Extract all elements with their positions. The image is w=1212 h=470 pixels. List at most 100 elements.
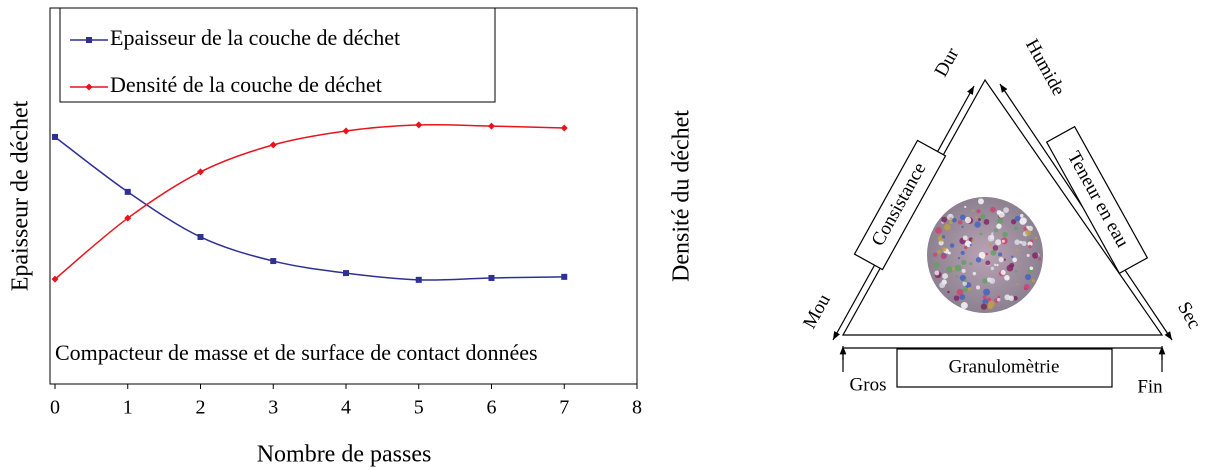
waste-speck: [997, 217, 1004, 224]
waste-speck: [1027, 238, 1030, 242]
waste-speck: [986, 297, 992, 302]
waste-speck: [963, 245, 968, 250]
waste-speck: [967, 287, 972, 291]
waste-speck: [947, 290, 950, 294]
waste-speck: [957, 256, 961, 260]
waste-speck: [1025, 229, 1031, 236]
point: [197, 168, 204, 176]
point: [270, 258, 277, 265]
waste-speck: [985, 260, 991, 266]
waste-speck: [946, 266, 953, 273]
diagram-label: Mou: [799, 290, 835, 332]
waste-speck: [949, 243, 955, 248]
waste-speck: [1032, 252, 1039, 259]
waste-speck: [955, 275, 958, 278]
waste-speck: [935, 227, 942, 234]
point: [342, 127, 350, 135]
waste-speck: [1023, 284, 1030, 291]
waste-speck: [959, 294, 966, 300]
waste-speck: [1006, 264, 1014, 272]
series-line: [54, 136, 565, 281]
legend-box: [59, 7, 496, 103]
waste-speck: [961, 225, 964, 228]
point: [124, 188, 131, 195]
waste-speck: [976, 209, 981, 214]
x-axis-label: Nombre de passes: [257, 442, 432, 468]
waste-speck: [933, 252, 938, 257]
waste-speck: [1020, 214, 1024, 218]
point: [51, 275, 59, 283]
waste-speck: [1026, 253, 1030, 258]
waste-speck: [960, 250, 965, 255]
waste-speck: [987, 300, 995, 308]
diagram-label: Gros: [850, 374, 887, 395]
point: [269, 141, 277, 149]
waste-speck: [1008, 295, 1014, 301]
waste-speck: [983, 288, 991, 296]
waste-speck: [961, 259, 967, 266]
waste-speck: [985, 252, 989, 256]
waste-speck: [953, 295, 960, 301]
waste-speck: [990, 266, 995, 271]
x-tick-label: 3: [268, 397, 278, 419]
legend-marker: [85, 83, 93, 91]
waste-speck: [975, 216, 978, 219]
waste-speck: [962, 235, 968, 241]
series-line: [54, 123, 565, 280]
waste-speck: [980, 213, 986, 220]
granulometrie-box: [896, 348, 1113, 388]
y-axis-label: Epaisseur de déchet: [8, 100, 34, 291]
waste-speck: [974, 221, 981, 228]
x-tick-label: 6: [487, 397, 497, 419]
waste-speck: [1028, 244, 1032, 249]
point: [343, 270, 349, 277]
waste-speck: [996, 240, 1001, 244]
waste-speck: [1021, 241, 1027, 247]
x-tick-label: 1: [123, 397, 133, 419]
diagram-label: Dur: [931, 44, 964, 81]
waste-speck: [964, 240, 972, 248]
waste-speck: [998, 252, 1003, 257]
waste-speck: [944, 224, 951, 231]
waste-speck: [960, 302, 968, 310]
waste-speck: [994, 228, 998, 233]
waste-speck: [1034, 236, 1038, 240]
waste-speck: [982, 278, 988, 284]
waste-speck: [956, 288, 964, 296]
legend-label: Epaisseur de la couche de déchet: [110, 25, 400, 50]
waste-speck: [1023, 227, 1027, 231]
y2-axis-label: Densité du déchet: [669, 110, 695, 282]
waste-speck: [969, 262, 973, 266]
waste-speck: [975, 257, 982, 263]
diagram: [832, 78, 1173, 388]
waste-speck: [1011, 255, 1014, 258]
waste-speck: [996, 264, 999, 267]
x-tick-label: 8: [632, 397, 642, 419]
waste-speck: [1031, 279, 1036, 283]
waste-speck: [971, 209, 975, 212]
annotation: Compacteur de masse et de surface de con…: [55, 340, 538, 365]
waste-speck: [1002, 231, 1008, 238]
waste-speck: [954, 264, 962, 272]
waste-speck: [938, 240, 944, 246]
point: [560, 124, 568, 132]
waste-speck: [934, 270, 940, 276]
point: [52, 133, 58, 140]
waste-speck: [964, 205, 967, 209]
waste-speck: [963, 279, 967, 283]
waste-speck: [994, 263, 997, 267]
waste-speck: [979, 232, 983, 236]
waste-speck: [978, 198, 984, 205]
waste-speck: [952, 217, 957, 223]
legend-marker: [86, 37, 92, 43]
waste-speck: [949, 217, 953, 221]
waste-speck: [982, 257, 985, 260]
x-tick-label: 7: [559, 397, 569, 419]
waste-speck: [941, 235, 946, 239]
waste-speck: [1000, 270, 1006, 276]
waste-speck: [1019, 217, 1027, 225]
waste-speck: [980, 303, 988, 310]
waste-speck: [942, 273, 949, 280]
